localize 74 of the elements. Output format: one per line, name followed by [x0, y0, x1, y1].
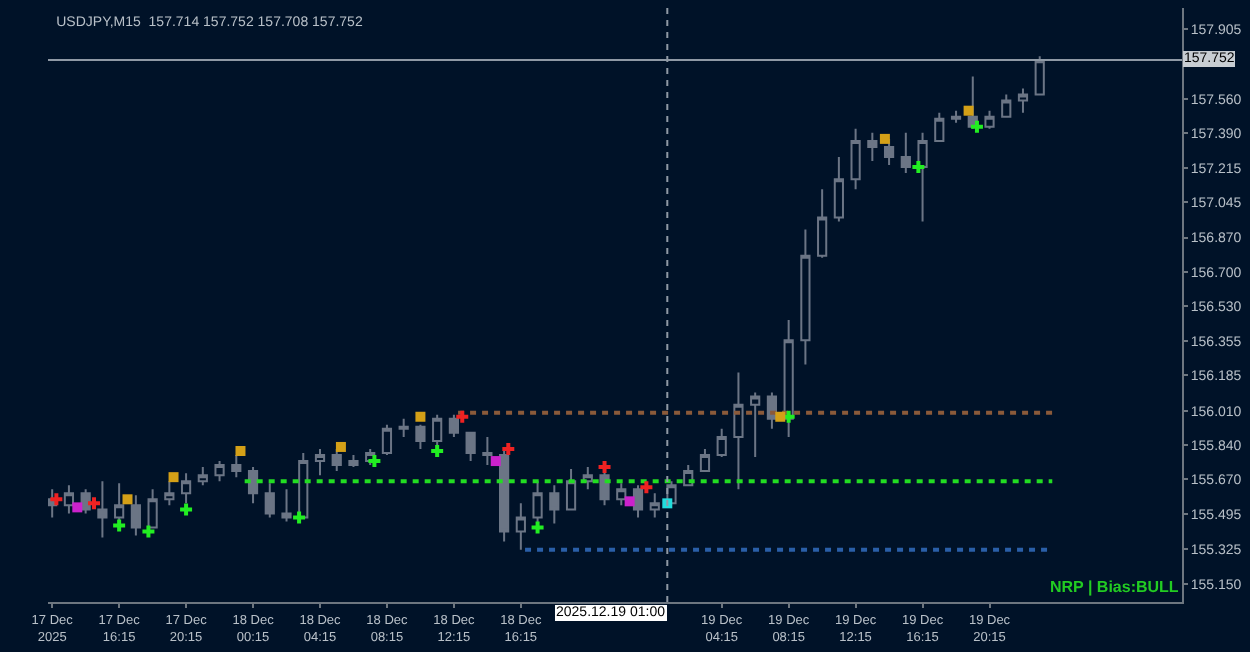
point [113, 519, 126, 532]
candlestick [783, 319, 794, 438]
point [50, 493, 63, 506]
point [368, 455, 381, 468]
annotation: NRP | Bias:BULL [1050, 578, 1179, 596]
point [142, 525, 155, 538]
candlestick [415, 423, 426, 450]
candlestick [649, 492, 660, 519]
candlestick [515, 502, 526, 551]
candlestick [733, 371, 744, 491]
point [531, 521, 544, 534]
point [640, 481, 653, 494]
candlestick [800, 228, 811, 366]
candlestick [499, 445, 510, 543]
candlestick [833, 156, 844, 223]
point [775, 411, 786, 422]
candlestick [900, 131, 911, 175]
candlestick [97, 480, 108, 539]
candlestick [264, 482, 275, 519]
candlestick [1034, 55, 1045, 96]
candlestick [917, 131, 928, 223]
point [122, 494, 133, 505]
candlestick [298, 452, 309, 519]
candlestick [465, 431, 476, 463]
candlestick [817, 188, 828, 259]
candlestick [231, 454, 242, 479]
candlestick [398, 417, 409, 438]
candlestick [63, 484, 75, 515]
point [180, 503, 193, 516]
candlestick [632, 484, 644, 519]
candlestick [381, 423, 393, 457]
candlestick [331, 447, 342, 473]
point [879, 133, 890, 144]
point [456, 410, 469, 423]
point [88, 497, 101, 510]
point [415, 411, 426, 422]
point [970, 120, 983, 133]
candlestick [1017, 87, 1029, 114]
candlestick [950, 109, 962, 124]
candlestick [549, 484, 560, 525]
candlestick [850, 127, 861, 191]
point [912, 161, 925, 174]
point [168, 472, 179, 483]
candlestick [482, 435, 493, 467]
point [598, 461, 611, 474]
point [72, 502, 83, 513]
candlestick [147, 488, 158, 529]
point [235, 445, 246, 456]
point [624, 496, 635, 507]
candlestick [867, 131, 878, 163]
candlestick [314, 447, 326, 477]
candlestick [1001, 93, 1012, 118]
candlestick [984, 109, 995, 130]
candlestick [197, 466, 208, 487]
candlestick [164, 480, 175, 507]
point [502, 442, 515, 455]
point [963, 105, 974, 116]
point [335, 441, 346, 452]
candlestick [281, 488, 292, 523]
candlestick [448, 413, 459, 438]
candlestick [616, 482, 627, 507]
point [490, 456, 501, 467]
point [431, 444, 444, 457]
candlestick [214, 460, 225, 483]
candlestick [247, 466, 259, 505]
candlestick [750, 391, 761, 459]
candlestick [716, 427, 727, 459]
point [293, 511, 306, 524]
candlestick [348, 454, 359, 469]
candlestick [565, 468, 577, 511]
candlestick [699, 447, 711, 473]
candlestick [582, 466, 593, 491]
candlestick [934, 111, 945, 142]
candlestick [130, 494, 141, 537]
